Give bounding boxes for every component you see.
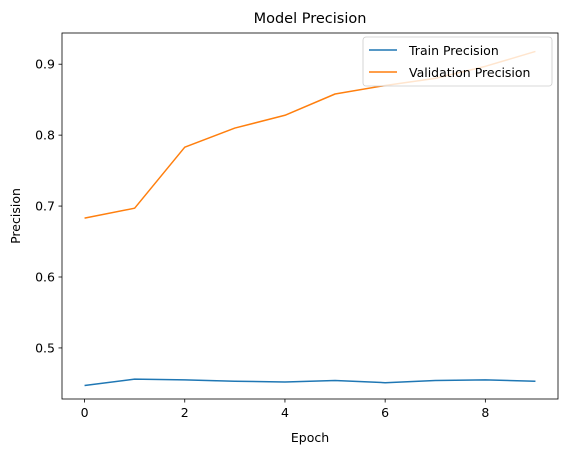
y-axis-label: Precision [8,188,23,244]
y-tick-label: 0.9 [35,57,55,72]
series-line-train-precision [84,378,536,387]
legend-label-train-precision: Train Precision [408,43,499,58]
plot-area [62,33,558,399]
chart-title: Model Precision [254,11,367,27]
legend-box [362,36,553,87]
legend-label-validation-precision: Validation Precision [409,65,530,80]
legend: Train Precision Validation Precision [362,36,553,87]
y-tick-label: 0.6 [35,270,55,285]
x-tick-label: 2 [181,405,189,420]
y-tick-label: 0.7 [35,199,55,214]
x-axis: 0 2 4 6 8 [81,399,489,420]
x-axis-label: Epoch [291,430,329,445]
y-axis: 0.5 0.6 0.7 0.8 0.9 [35,57,62,355]
plot-background [62,33,558,399]
x-tick-label: 4 [281,405,289,420]
y-tick-label: 0.5 [35,340,55,355]
y-tick-label: 0.8 [35,128,55,143]
plot-frame [61,32,559,400]
x-tick-label: 0 [81,405,89,420]
x-tick-label: 8 [481,405,489,420]
x-tick-label: 6 [381,405,389,420]
